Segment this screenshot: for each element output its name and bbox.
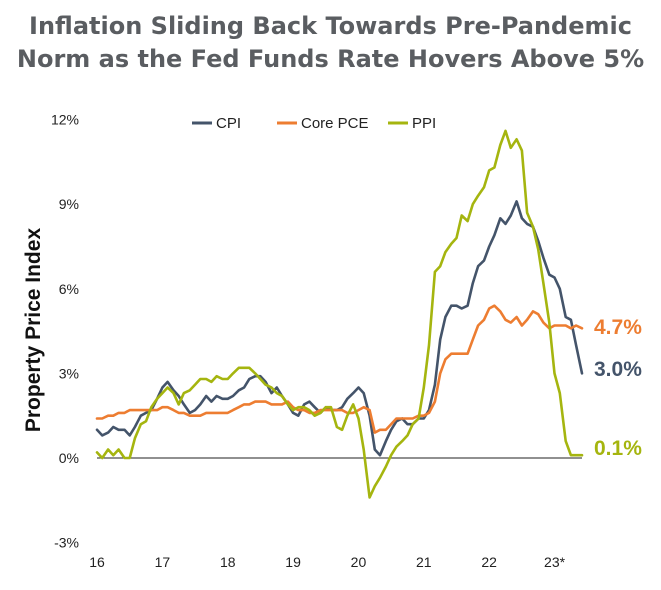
x-tick-label: 17 bbox=[155, 554, 171, 570]
x-tick-label: 20 bbox=[351, 554, 367, 570]
y-tick-label: 9% bbox=[59, 196, 79, 212]
series-line-core-pce bbox=[95, 304, 584, 434]
end-label-ppi: 0.1% bbox=[594, 437, 642, 460]
x-tick-label: 21 bbox=[416, 554, 432, 570]
x-tick-label: 18 bbox=[220, 554, 236, 570]
y-tick-label: 12% bbox=[51, 112, 79, 128]
x-tick-label: 23* bbox=[544, 554, 566, 570]
y-tick-label: 3% bbox=[59, 365, 79, 381]
x-tick-label: 22 bbox=[481, 554, 497, 570]
y-tick-label: 6% bbox=[59, 281, 79, 297]
x-tick-label: 19 bbox=[285, 554, 301, 570]
legend-label-core-pce: Core PCE bbox=[301, 115, 369, 132]
series-lines bbox=[95, 129, 584, 499]
end-label-core-pce: 4.7% bbox=[594, 316, 642, 339]
end-label-cpi: 3.0% bbox=[594, 358, 642, 381]
y-tick-label: -3% bbox=[54, 535, 79, 551]
chart-title-line-1: Inflation Sliding Back Towards Pre-Pande… bbox=[29, 12, 632, 40]
y-tick-label: 0% bbox=[59, 450, 79, 466]
series-line-ppi bbox=[95, 129, 584, 499]
chart-title: Inflation Sliding Back Towards Pre-Pande… bbox=[0, 10, 661, 76]
legend: CPI Core PCE PPI bbox=[192, 115, 436, 132]
end-labels: 3.0% 4.7% 0.1% bbox=[594, 316, 642, 460]
y-axis-label: Property Price Index bbox=[22, 228, 45, 433]
x-tick-label: 16 bbox=[89, 554, 105, 570]
legend-label-ppi: PPI bbox=[412, 115, 436, 132]
series-line-cpi bbox=[95, 200, 584, 457]
axes: -3% 0% 3% 6% 9% 12% 16 17 18 19 20 21 22 23* bbox=[51, 112, 582, 570]
chart-title-line-2: Norm as the Fed Funds Rate Hovers Above … bbox=[16, 45, 645, 73]
legend-label-cpi: CPI bbox=[216, 115, 241, 132]
